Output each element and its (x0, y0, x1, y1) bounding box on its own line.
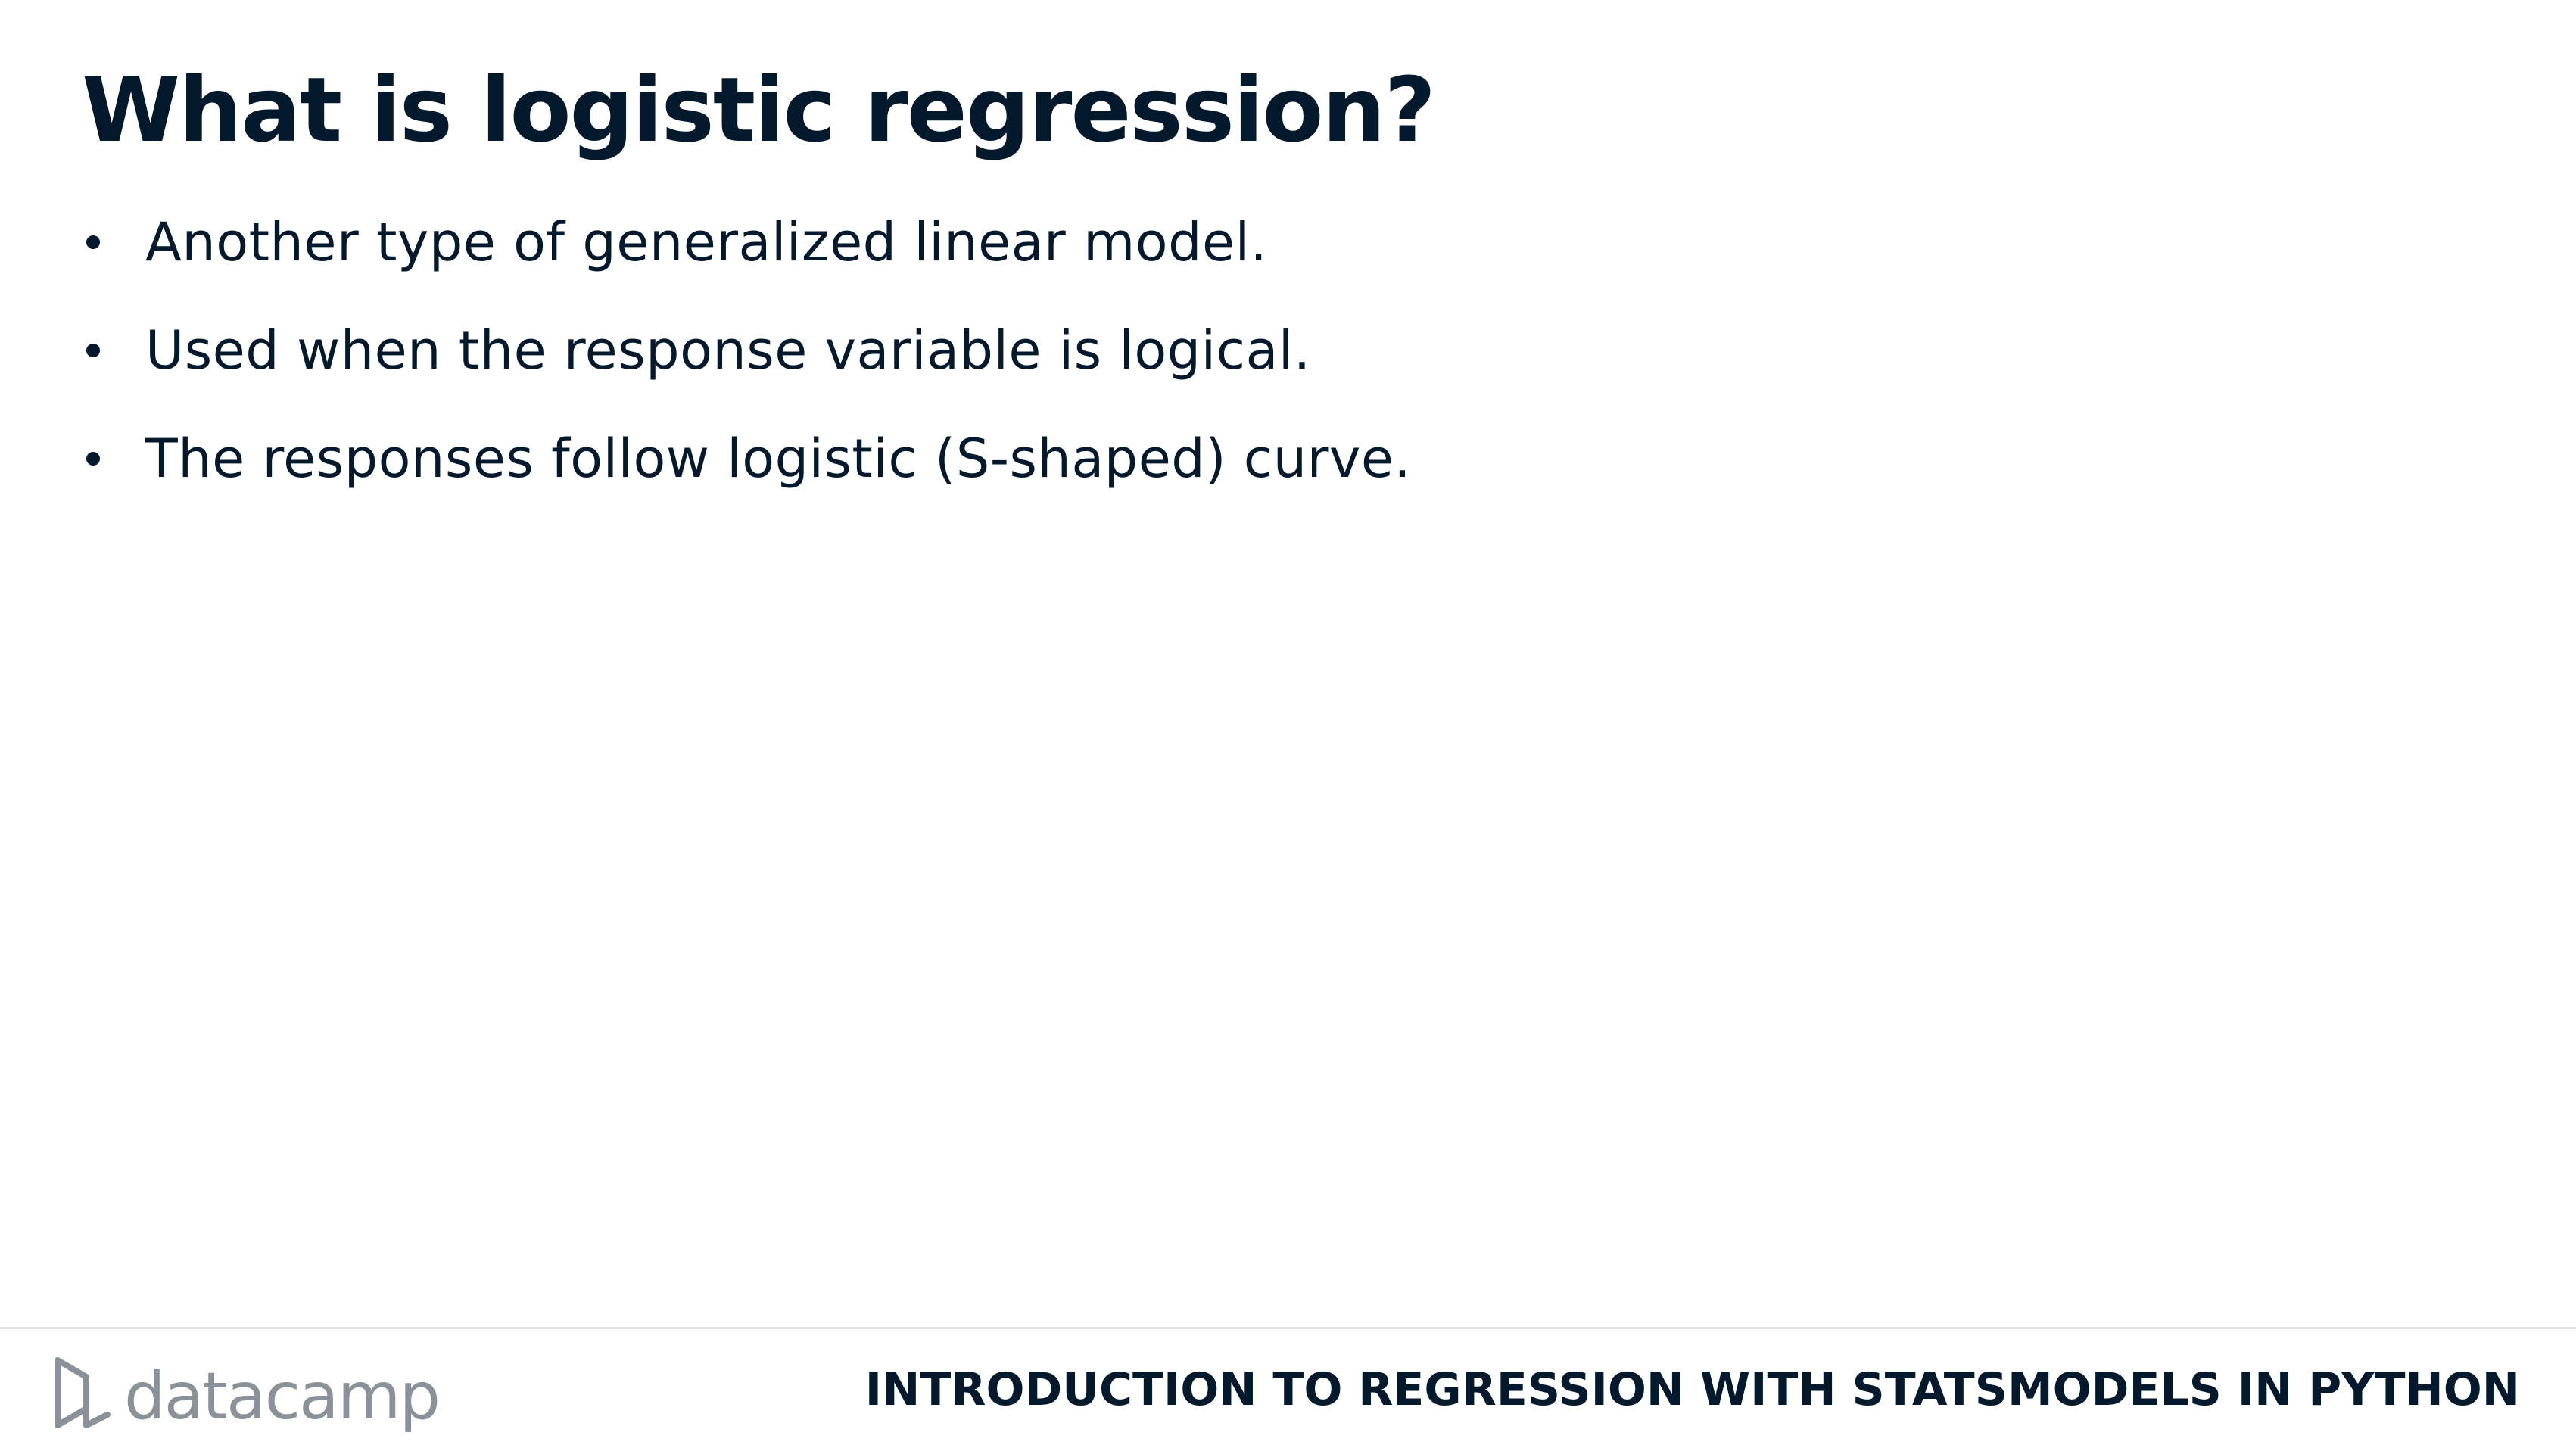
bullet-text: Another type of generalized linear model… (145, 210, 1268, 273)
bullet-text: The responses follow logistic (S-shaped)… (145, 427, 1412, 490)
bullet-item: The responses follow logistic (S-shaped)… (82, 404, 1411, 512)
footer-divider (0, 1327, 2576, 1329)
course-title: INTRODUCTION TO REGRESSION WITH STATSMOD… (864, 1363, 2520, 1416)
bullet-text: Used when the response variable is logic… (145, 319, 1311, 381)
bullet-item: Used when the response variable is logic… (82, 296, 1411, 404)
brand-name: datacamp (124, 1359, 441, 1434)
datacamp-logo-icon (55, 1357, 111, 1428)
bullet-item: Another type of generalized linear model… (82, 188, 1411, 296)
bullet-dot-icon (86, 343, 100, 357)
slide-title: What is logistic regression? (82, 58, 1436, 162)
footer: datacamp INTRODUCTION TO REGRESSION WITH… (0, 1329, 2576, 1451)
bullet-list: Another type of generalized linear model… (82, 188, 1411, 512)
bullet-dot-icon (86, 451, 100, 466)
brand-logo: datacamp (53, 1352, 441, 1435)
bullet-dot-icon (86, 235, 100, 249)
